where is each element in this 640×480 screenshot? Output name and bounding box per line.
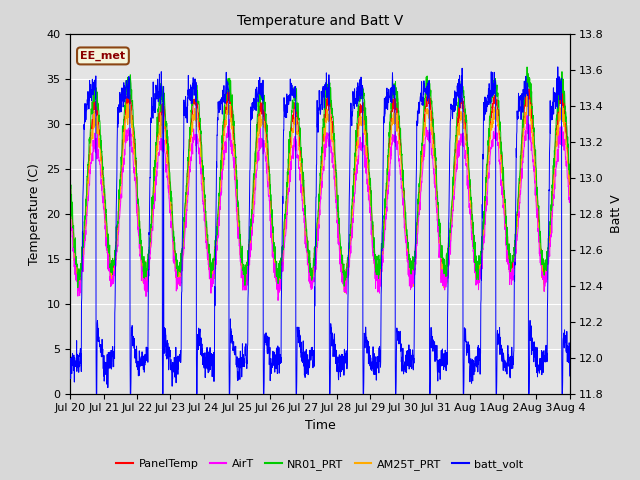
Line: AM25T_PRT: AM25T_PRT [70, 94, 570, 292]
AirT [67, 214, 74, 219]
AM25T_PRT [205, 269, 213, 275]
AirT [536, 253, 543, 259]
AirT [274, 298, 282, 303]
batt_volt [345, 216, 353, 221]
AM25T_PRT [465, 183, 472, 189]
X-axis label: Time: Time [305, 419, 335, 432]
AM25T_PRT [566, 192, 573, 198]
AM25T_PRT [67, 200, 74, 206]
PanelTemp [465, 175, 472, 180]
NR01_PRT [524, 64, 531, 70]
AM25T_PRT [536, 244, 543, 250]
Line: NR01_PRT: NR01_PRT [70, 67, 570, 288]
PanelTemp [67, 185, 74, 191]
Y-axis label: Temperature (C): Temperature (C) [28, 163, 41, 264]
PanelTemp [345, 248, 353, 253]
AirT [524, 113, 531, 119]
PanelTemp [334, 204, 342, 210]
batt_volt [334, 363, 342, 369]
AirT [345, 262, 353, 267]
AirT [205, 276, 213, 281]
Title: Temperature and Batt V: Temperature and Batt V [237, 14, 403, 28]
AM25T_PRT [340, 289, 348, 295]
NR01_PRT [74, 285, 82, 291]
PanelTemp [524, 80, 531, 86]
PanelTemp [566, 179, 573, 185]
NR01_PRT [334, 215, 342, 220]
AM25T_PRT [334, 212, 342, 218]
AirT [566, 194, 573, 200]
Legend: PanelTemp, AirT, NR01_PRT, AM25T_PRT, batt_volt: PanelTemp, AirT, NR01_PRT, AM25T_PRT, ba… [112, 455, 528, 474]
NR01_PRT [67, 178, 74, 183]
AirT [522, 128, 529, 134]
NR01_PRT [345, 246, 353, 252]
batt_volt [67, 358, 74, 363]
PanelTemp [536, 239, 543, 245]
AM25T_PRT [345, 256, 353, 262]
NR01_PRT [566, 166, 573, 171]
batt_volt [522, 79, 529, 84]
batt_volt [206, 354, 214, 360]
Text: EE_met: EE_met [81, 51, 125, 61]
batt_volt [536, 360, 543, 365]
Line: PanelTemp: PanelTemp [70, 83, 570, 287]
batt_volt [554, 64, 562, 70]
NR01_PRT [465, 164, 472, 170]
batt_volt [465, 349, 472, 355]
Line: batt_volt: batt_volt [70, 67, 570, 394]
PanelTemp [205, 261, 213, 267]
Line: AirT: AirT [70, 116, 570, 300]
AirT [465, 198, 472, 204]
AirT [334, 241, 342, 247]
NR01_PRT [536, 233, 543, 239]
AM25T_PRT [522, 110, 529, 116]
batt_volt [92, 391, 100, 396]
NR01_PRT [522, 91, 529, 96]
PanelTemp [342, 284, 350, 289]
Y-axis label: Batt V: Batt V [610, 194, 623, 233]
batt_volt [566, 373, 573, 379]
NR01_PRT [206, 255, 214, 261]
AM25T_PRT [524, 91, 531, 96]
PanelTemp [522, 96, 529, 102]
